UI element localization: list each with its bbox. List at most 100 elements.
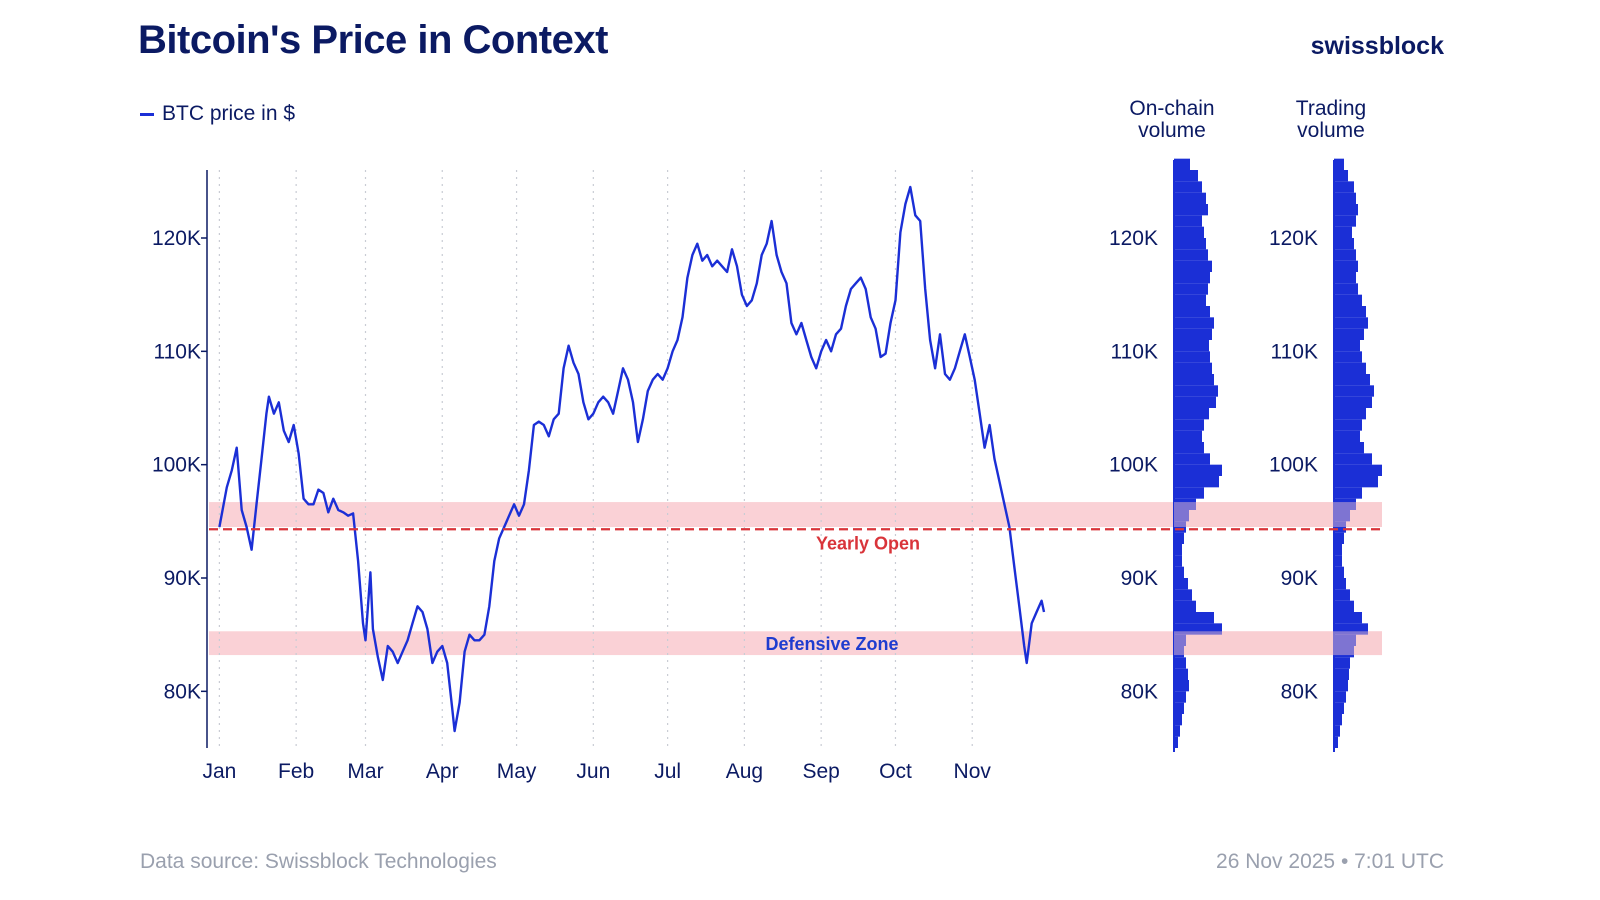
trading-volume-bar	[1334, 158, 1344, 170]
trading-volume-bar	[1334, 566, 1344, 578]
trading-volume-bar	[1334, 226, 1352, 238]
trading-volume-bar	[1334, 396, 1372, 408]
data-source: Data source: Swissblock Technologies	[140, 850, 497, 873]
x-tick-jul: Jul	[654, 760, 681, 783]
trading-volume-bar	[1334, 612, 1362, 624]
onchain-volume-bar	[1174, 238, 1206, 250]
onchain-volume-bar	[1174, 181, 1202, 193]
onchain-volume-bar	[1174, 260, 1212, 272]
onchain-volume-bar	[1174, 476, 1219, 488]
trading-y-tick-120K: 120K	[1269, 227, 1318, 250]
trading-volume-bar	[1334, 306, 1366, 318]
legend: BTC price in $	[140, 102, 295, 126]
onchain-volume-bar	[1174, 249, 1208, 261]
trading-y-tick-90K: 90K	[1281, 567, 1318, 590]
onchain-volume-bar	[1174, 736, 1178, 748]
trading-volume-bar	[1334, 294, 1362, 306]
defensive-zone-label: Defensive Zone	[765, 634, 898, 654]
onchain-volume-bar	[1174, 306, 1210, 318]
onchain-volume-bar	[1174, 544, 1182, 556]
onchain-volume-bar	[1174, 226, 1204, 238]
trading-volume-bar	[1334, 204, 1358, 216]
trading-volume-bar	[1334, 215, 1356, 227]
trading-volume-bar	[1334, 634, 1356, 646]
onchain-volume-bar	[1174, 362, 1212, 374]
onchain-volume-bar	[1174, 328, 1212, 340]
trading-volume-bar	[1334, 521, 1346, 533]
trading-y-tick-110K: 110K	[1271, 340, 1319, 363]
x-tick-jun: Jun	[576, 760, 610, 783]
trading-volume-bar	[1334, 510, 1350, 522]
onchain-volume-bar	[1174, 430, 1202, 442]
onchain-volume-bar	[1174, 192, 1206, 204]
trading-volume-bar	[1334, 340, 1360, 352]
y-tick-80K: 80K	[164, 680, 201, 703]
trading-volume-bar	[1334, 498, 1356, 510]
trading-volume-bar	[1334, 351, 1362, 363]
x-tick-mar: Mar	[347, 760, 383, 783]
onchain-volume-bar	[1174, 691, 1186, 703]
trading-volume-bar	[1334, 668, 1349, 680]
onchain-volume-bar	[1174, 634, 1186, 646]
onchain-volume-bar	[1174, 283, 1208, 295]
onchain-volume-bar	[1174, 442, 1204, 454]
onchain-volume-bar	[1174, 158, 1190, 170]
zone-band-1	[209, 631, 1382, 656]
trading-volume-bar	[1334, 317, 1368, 329]
trading-volume-bar	[1334, 646, 1354, 658]
timestamp: 26 Nov 2025 • 7:01 UTC	[1216, 850, 1444, 873]
trading-volume-bar	[1334, 714, 1342, 726]
trading-volume-bar	[1334, 532, 1344, 544]
onchain-volume-bar	[1174, 170, 1198, 182]
trading-volume-bar	[1334, 623, 1368, 635]
x-tick-feb: Feb	[278, 760, 314, 783]
onchain-volume-bar	[1174, 419, 1204, 431]
onchain-volume-bar	[1174, 668, 1188, 680]
x-tick-apr: Apr	[426, 760, 459, 783]
legend-label: BTC price in $	[162, 102, 296, 125]
onchain-volume-bar	[1174, 374, 1214, 386]
trading-volume-bar	[1334, 589, 1350, 601]
trading-volume-bar	[1334, 181, 1354, 193]
trading-volume-bar	[1334, 385, 1374, 397]
onchain-volume-bar	[1174, 646, 1184, 658]
trading-volume-bar	[1334, 328, 1364, 340]
trading-volume-bar	[1334, 362, 1366, 374]
onchain-volume-bar	[1174, 215, 1202, 227]
onchain-volume-bar	[1174, 680, 1189, 692]
onchain-volume-bar	[1174, 702, 1184, 714]
onchain-y-tick-90K: 90K	[1121, 567, 1158, 590]
onchain-volume-bar	[1174, 555, 1182, 567]
trading-volume-bar	[1334, 249, 1356, 261]
trading-volume-bar	[1334, 238, 1354, 250]
btc-price-line	[218, 185, 1046, 733]
onchain-volume-bar	[1174, 317, 1214, 329]
onchain-volume-bar	[1174, 578, 1188, 590]
trading-volume-profile	[1334, 158, 1382, 748]
onchain-volume-bar	[1174, 385, 1218, 397]
trading-volume-bar	[1334, 374, 1370, 386]
trading-volume-bar	[1334, 408, 1366, 420]
onchain-volume-bar	[1174, 612, 1214, 624]
y-tick-110K: 110K	[154, 340, 202, 363]
onchain-volume-bar	[1174, 464, 1222, 476]
trading-volume-bar	[1334, 702, 1344, 714]
trading-volume-bar	[1334, 430, 1360, 442]
x-tick-nov: Nov	[954, 760, 992, 783]
trading-volume-bar	[1334, 283, 1358, 295]
trading-volume-bar	[1334, 464, 1382, 476]
onchain-volume-bar	[1174, 566, 1184, 578]
trading-volume-bar	[1334, 453, 1372, 465]
onchain-volume-bar	[1174, 294, 1206, 306]
onchain-y-tick-80K: 80K	[1121, 680, 1158, 703]
trading-volume-bar	[1334, 555, 1342, 567]
onchain-volume-bar	[1174, 725, 1180, 737]
trading-y-tick-80K: 80K	[1281, 680, 1318, 703]
zone-overlay-0	[1174, 502, 1382, 527]
onchain-volume-bar	[1174, 487, 1204, 499]
x-tick-aug: Aug	[726, 760, 763, 783]
onchain-volume-title: On-chain volume	[1129, 97, 1215, 142]
trading-volume-bar	[1334, 691, 1346, 703]
trading-volume-title: Trading volume	[1295, 97, 1367, 142]
onchain-y-tick-120K: 120K	[1109, 227, 1158, 250]
